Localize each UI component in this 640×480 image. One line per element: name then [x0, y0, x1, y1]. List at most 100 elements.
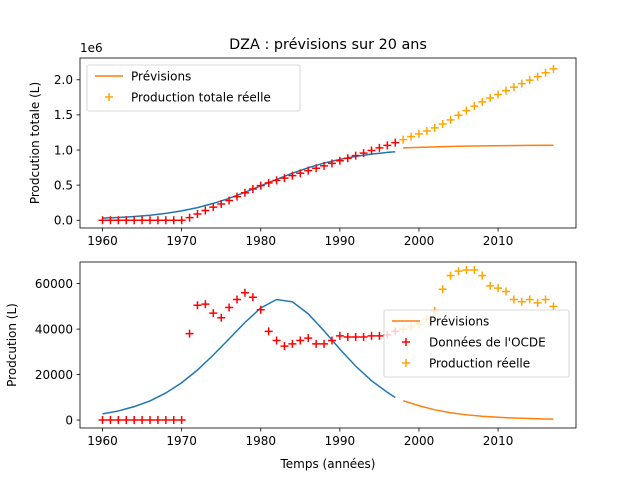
chart-bottom-forecast-line [402, 399, 554, 420]
chart-top-ylabel: Prodcution totale (L) [28, 82, 42, 204]
chart-top-plot-area [98, 64, 558, 225]
chart-bottom-legend-forecast-label: Prévisions [429, 315, 489, 329]
chart-bottom-oecd-point [106, 416, 115, 425]
chart-top-legend-forecast-label: Prévisions [131, 70, 191, 84]
chart-bottom-ytick-label: 60000 [35, 277, 73, 291]
chart-bottom-oecd-point [225, 303, 234, 312]
chart-top-real-point [525, 76, 534, 85]
chart-bottom-oecd-point [153, 416, 162, 425]
chart-top-real-point [486, 94, 495, 103]
chart-top-oecd-point [256, 181, 265, 190]
chart-bottom-xtick-label: 1960 [87, 434, 118, 448]
chart-bottom-oecd-point [256, 305, 265, 314]
chart-top-oecd-point [98, 216, 107, 225]
chart-bottom-ylabel: Prodcution (L) [5, 303, 19, 387]
chart-top-oecd-point [280, 174, 289, 183]
chart-bottom-real-point [533, 298, 542, 307]
chart-bottom-oecd-point [264, 327, 273, 336]
chart-top-title: DZA : prévisions sur 20 ans [229, 37, 427, 53]
chart-top-xtick-label: 2010 [483, 234, 514, 248]
chart-bottom-oecd-point [335, 331, 344, 340]
chart-top-xtick-label: 1990 [325, 234, 356, 248]
chart-top-oecd-point [146, 216, 155, 225]
chart-top-real-point [549, 64, 558, 73]
chart-top-oecd-point [248, 184, 257, 193]
chart-top-real-point [462, 106, 471, 115]
chart-top-oecd-point [240, 188, 249, 197]
chart-bottom-oecd-point [359, 333, 368, 342]
chart-top-ytick-label: 2.0 [54, 73, 73, 87]
chart-bottom-real-point [470, 265, 479, 274]
chart-bottom-oecd-point [177, 416, 186, 425]
chart-bottom-oecd-point [233, 295, 242, 304]
chart-bottom-legend-real-swatch [402, 359, 410, 367]
chart-top-oecd-point [153, 216, 162, 225]
chart-bottom-oecd-point [138, 416, 147, 425]
chart-bottom-real-point [438, 285, 447, 294]
chart-top-oecd-point [327, 159, 336, 168]
chart-top-oecd-point [138, 216, 147, 225]
chart-top: DZA : prévisions sur 20 ans 1e6 1960 1970… [28, 37, 577, 248]
chart-top-real-point [478, 97, 487, 106]
chart-top-real-point [494, 90, 503, 99]
chart-bottom-oecd-point [98, 416, 107, 425]
chart-bottom-oecd-point [280, 342, 289, 351]
chart-top-oecd-point [367, 146, 376, 155]
chart-bottom-real-point [549, 302, 558, 311]
chart-bottom-oecd-point [272, 336, 281, 345]
chart-top-real-point [541, 68, 550, 77]
chart-bottom-oecd-point [169, 416, 178, 425]
chart-bottom-oecd-point [114, 416, 123, 425]
chart-bottom-oecd-point [185, 329, 194, 338]
chart-top-oecd-point [335, 156, 344, 165]
chart-bottom-ytick-label: 20000 [35, 368, 73, 382]
chart-bottom-real-point [486, 281, 495, 290]
chart-bottom-real-point [509, 295, 518, 304]
chart-top-oecd-point [343, 154, 352, 163]
chart-bottom-real-point [454, 267, 463, 276]
chart-top-real-point [438, 120, 447, 129]
chart-top-oecd-point [312, 164, 321, 173]
chart-top-legend: Prévisions Production totale réelle [86, 64, 301, 112]
chart-top-legend-real-swatch [105, 93, 113, 101]
chart-top-ytick-label: 1.0 [54, 143, 73, 157]
chart-top-oecd-point [320, 161, 329, 170]
chart-bottom-oecd-point [312, 339, 321, 348]
chart-top-frame [79, 57, 577, 229]
chart-top-oecd-point [106, 216, 115, 225]
chart-top-oecd-point [359, 149, 368, 158]
chart-top-oecd-point [122, 216, 131, 225]
chart-top-oecd-point [296, 169, 305, 178]
chart-bottom-real-point [462, 265, 471, 274]
chart-bottom-real-point [541, 295, 550, 304]
chart-bottom-oecd-point [343, 333, 352, 342]
chart-bottom-xtick-label: 2000 [404, 434, 435, 448]
chart-top-xtick-label: 1970 [166, 234, 197, 248]
chart-top-oecd-point [114, 216, 123, 225]
chart-top-legend-real-label: Production totale réelle [131, 91, 271, 105]
chart-top-oecd-point [217, 199, 226, 208]
chart-top-oecd-point [264, 178, 273, 187]
chart-bottom-oecd-point [193, 301, 202, 310]
chart-bottom-legend-oecd-swatch [402, 338, 410, 346]
chart-top-real-point [446, 115, 455, 124]
chart-top-real-point [430, 123, 439, 132]
chart-bottom-oecd-point [146, 416, 155, 425]
chart-bottom-oecd-point [375, 331, 384, 340]
chart-bottom-xtick-label: 1990 [325, 434, 356, 448]
chart-top-scale-label: 1e6 [80, 41, 103, 55]
chart-bottom-ytick-label: 40000 [35, 322, 73, 336]
chart-top-legend-box [86, 64, 301, 112]
chart-bottom-ytick-label: 0 [65, 413, 73, 427]
chart-bottom-real-point [501, 287, 510, 296]
chart-top-ytick-label: 0.5 [54, 178, 73, 192]
chart-bottom-real-point [525, 295, 534, 304]
chart-top-oecd-point [209, 203, 218, 212]
chart-bottom-legend-box [383, 309, 570, 378]
chart-bottom-oecd-point [161, 416, 170, 425]
chart-bottom-oecd-point [367, 331, 376, 340]
chart-bottom-frame [79, 261, 577, 429]
chart-bottom-oecd-point [248, 293, 257, 302]
chart-top-oecd-point [288, 171, 297, 180]
chart-top-oecd-point [169, 216, 178, 225]
